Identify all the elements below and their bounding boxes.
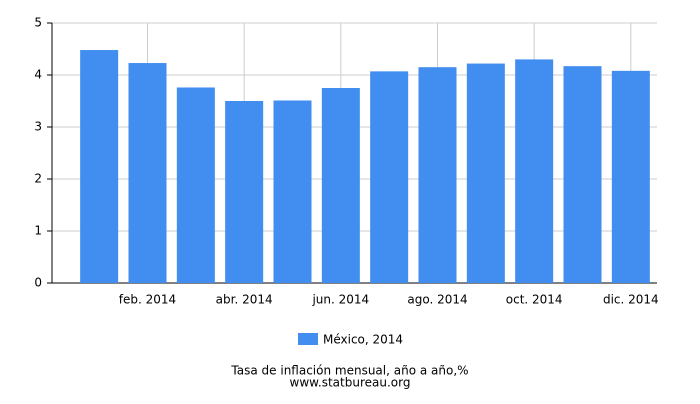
bar — [611, 70, 650, 283]
x-tick-label: dic. 2014 — [603, 293, 659, 307]
y-tick-label: 0 — [34, 276, 42, 290]
bar — [515, 59, 554, 284]
bar — [225, 101, 264, 283]
footer-source: www.statbureau.org — [290, 376, 411, 390]
x-tick-label: jun. 2014 — [311, 293, 369, 307]
y-tick-label: 4 — [34, 68, 42, 82]
y-tick-label: 1 — [34, 224, 42, 238]
x-tick-label: abr. 2014 — [216, 293, 273, 307]
x-tick-label: oct. 2014 — [506, 293, 563, 307]
bar — [466, 63, 505, 284]
x-tick-label: feb. 2014 — [119, 293, 176, 307]
x-tick-label: ago. 2014 — [407, 293, 467, 307]
bar — [176, 87, 215, 283]
bar — [563, 66, 602, 283]
y-tick-label: 5 — [34, 16, 42, 30]
bar — [273, 100, 312, 283]
bar — [418, 67, 457, 283]
legend-swatch — [298, 333, 318, 345]
bar — [321, 88, 360, 283]
y-tick-label: 2 — [34, 172, 42, 186]
bar — [128, 63, 167, 283]
footer-title: Tasa de inflación mensual, año a año,% — [230, 364, 468, 378]
y-tick-label: 3 — [34, 120, 42, 134]
bar — [370, 71, 409, 283]
bar — [80, 50, 119, 283]
legend-label: México, 2014 — [323, 333, 403, 347]
